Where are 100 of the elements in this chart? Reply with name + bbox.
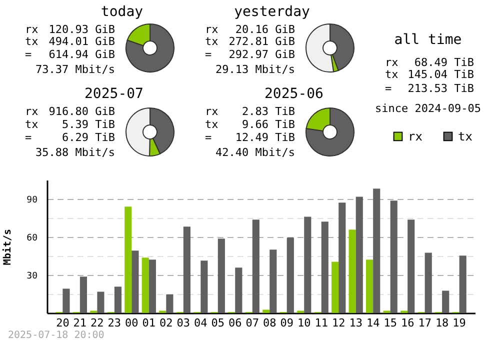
text: 12.49 TiB [235,130,295,144]
x-tick-label: 12 [332,316,346,330]
y-axis-title: Mbit/s [2,228,14,266]
text: 292.97 GiB [228,48,295,60]
bar [252,220,260,313]
text: rx [385,56,398,68]
text: tx [205,34,218,48]
x-tick-label: 01 [142,316,156,330]
text: rx [25,104,38,118]
bar [408,220,415,313]
bar [183,226,190,313]
text: 5.39 TiB [62,118,115,130]
x-tick-label: 19 [452,316,466,330]
chart-title: yesterday [234,4,310,20]
x-tick-label: 16 [400,316,414,330]
bar [62,288,70,313]
x-tick-label: 06 [228,316,242,330]
text: 68.49 TiB [414,56,474,68]
donut-slice [306,108,354,156]
text: tx [205,118,218,130]
bar [459,256,466,313]
x-tick-label: 10 [297,316,311,330]
bar [218,238,225,313]
bar [148,260,156,313]
bar [304,216,312,313]
bar [390,200,398,313]
bar [142,258,149,313]
x-tick-label: 22 [90,316,104,330]
x-tick-label: 02 [160,316,173,330]
bar [424,252,432,313]
bar [373,188,380,313]
text: = [385,82,392,94]
bar [97,292,104,313]
text: all time [394,32,462,48]
text: = [205,48,212,60]
bar [132,250,139,313]
text: 29.13 Mbit/s [216,62,295,76]
text: 42.40 Mbit/s [216,146,295,158]
text: = [205,130,212,144]
text: 35.88 Mbit/s [36,146,115,158]
x-tick-label: 05 [211,316,225,330]
text: rx [205,104,218,118]
x-tick-label: 21 [73,316,87,330]
chart-title: 2025-07 [84,86,144,102]
text: tx [385,68,398,80]
bar [200,260,208,313]
x-tick-label: 18 [435,316,449,330]
x-tick-label: 20 [56,316,70,330]
chart-title: today [100,4,144,20]
text: 9.66 TiB [242,118,295,130]
text: 6.29 TiB [62,130,115,144]
text: 145.04 TiB [408,68,474,80]
bar [348,230,356,313]
x-tick-label: 13 [349,316,362,330]
bar [262,310,270,313]
bar [114,286,122,313]
donut-slice [126,24,174,72]
bar [235,268,242,313]
text: 20.16 GiB [235,22,295,36]
x-tick-label: 14 [366,316,380,330]
text: rx [25,22,38,36]
y-tick-label: 60 [26,234,38,244]
text: 614.94 GiB [48,48,115,60]
bar [80,276,88,313]
bar [332,262,339,313]
bar [270,250,277,313]
x-tick-label: 03 [176,316,190,330]
text: 272.81 GiB [228,34,295,48]
text: 213.53 TiB [408,82,474,94]
x-tick-label: 15 [384,316,397,330]
bar [321,222,328,313]
bar [338,202,346,313]
x-tick-label: 11 [314,316,328,330]
text: = [25,130,32,144]
x-tick-label: 07 [246,316,260,330]
bar [124,206,132,313]
text: 2.83 TiB [242,104,295,118]
x-tick-label: 23 [108,316,122,330]
x-tick-label: 17 [418,316,432,330]
text: tx [25,34,38,48]
text: 2025-07-18 20:00 [8,328,104,342]
bar [366,260,374,313]
x-tick-label: 04 [194,316,208,330]
y-tick-label: 30 [26,272,38,282]
text: 494.01 GiB [48,34,115,48]
chart-title: 2025-06 [264,86,324,102]
bar [166,294,174,313]
text: rx [205,22,218,36]
x-tick-label: 09 [280,316,294,330]
text: tx [25,118,38,130]
x-tick-label: 08 [262,316,276,330]
text: 916.80 GiB [48,104,115,118]
bar [442,290,450,313]
legend-label: rx [408,129,422,144]
y-tick-label: 90 [26,196,38,206]
legend-label: tx [458,129,472,144]
bar [286,238,294,313]
x-tick-label: 00 [125,316,138,330]
text: 120.93 GiB [48,22,115,36]
bar [356,196,363,313]
